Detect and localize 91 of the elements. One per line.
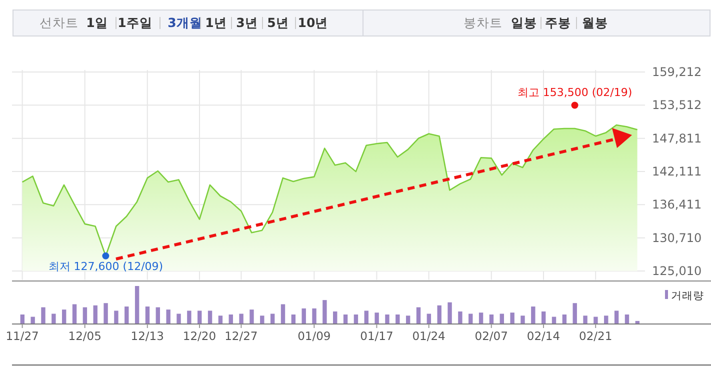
y-tick-label: 147,811 [652,131,702,146]
bar [364,310,368,324]
bar [166,310,170,324]
bar [572,303,577,324]
annotation: 최고 153,500 (02/19) [517,86,632,100]
y-tick-label: 130,710 [652,230,702,245]
y-tick-label: 136,411 [652,198,702,212]
bar [520,316,525,324]
text: 3년 [236,15,258,30]
bar [302,308,306,324]
bar [239,314,244,324]
x-tick-label: 12/13 [130,329,164,343]
bar [583,316,588,324]
bar [260,316,264,324]
bar [82,307,88,324]
bar [145,306,150,324]
text: 10년 [298,15,328,30]
y-tick-label: 153,512 [652,98,702,112]
bar [604,316,608,324]
bar [510,312,514,324]
bar [406,316,410,324]
bar [30,316,35,324]
bar [541,311,546,324]
bar [208,310,212,324]
bar [468,314,473,324]
text: 월봉 [582,15,608,30]
bar [72,304,77,324]
bar [458,311,462,324]
bar [218,316,223,324]
text: 일봉 [511,15,537,30]
bar [500,314,504,324]
x-tick-label: 01/09 [298,329,331,343]
x-tick-label: 01/24 [412,329,446,343]
bar [270,314,275,324]
bar [437,305,442,324]
x-tick-label: 12/20 [182,329,216,343]
annotation: 최저 127,600 (12/09) [48,260,164,273]
x-tick-label: 02/07 [474,329,508,343]
text: 1주일 [118,15,152,30]
bar [374,312,379,324]
bar [448,302,452,324]
bar [562,314,567,324]
legend-label: 거래량 [671,290,704,302]
bar [322,300,327,324]
text: 5년 [267,15,289,30]
bar [20,314,24,324]
bar [312,308,316,324]
x-tick-label: 02/14 [526,329,560,343]
bar [250,310,254,324]
bar [478,312,484,324]
x-tick-label: 02/21 [579,329,612,343]
text: 선차트 [40,15,78,30]
bar [114,310,118,324]
text: 3개월 [168,15,202,30]
text: 1일 [86,15,108,30]
bar [104,303,108,324]
x-tick-label: 01/17 [360,329,394,343]
bar [124,306,129,324]
bar [385,314,390,324]
x-tick-label: 12/27 [224,329,258,343]
bar [198,310,202,324]
text: 주봉 [545,15,571,30]
bar [531,306,536,324]
bar [280,304,286,324]
bar [187,310,192,324]
bar [343,314,348,324]
bar [176,314,181,324]
bar [62,310,66,324]
bar [594,316,598,324]
y-tick-label: 125,010 [652,264,702,278]
bar [156,307,160,324]
bar [396,314,400,324]
bar [93,305,98,324]
bar [52,314,56,324]
bar [333,311,338,324]
y-tick-label: 159,212 [652,65,702,79]
y-tick-label: 142,111 [652,164,702,178]
x-tick-label: 11/27 [6,329,39,343]
text: 1년 [205,15,227,30]
bar [291,314,296,324]
bar [228,314,233,324]
bar [41,307,46,324]
bar [426,314,432,324]
bar [134,286,140,324]
x-tick-label: 12/05 [68,329,102,343]
bar [354,314,358,324]
bar [624,314,630,324]
bar [489,314,494,324]
bar [416,307,421,324]
bar [614,310,619,324]
text: 봉차트 [464,15,502,30]
